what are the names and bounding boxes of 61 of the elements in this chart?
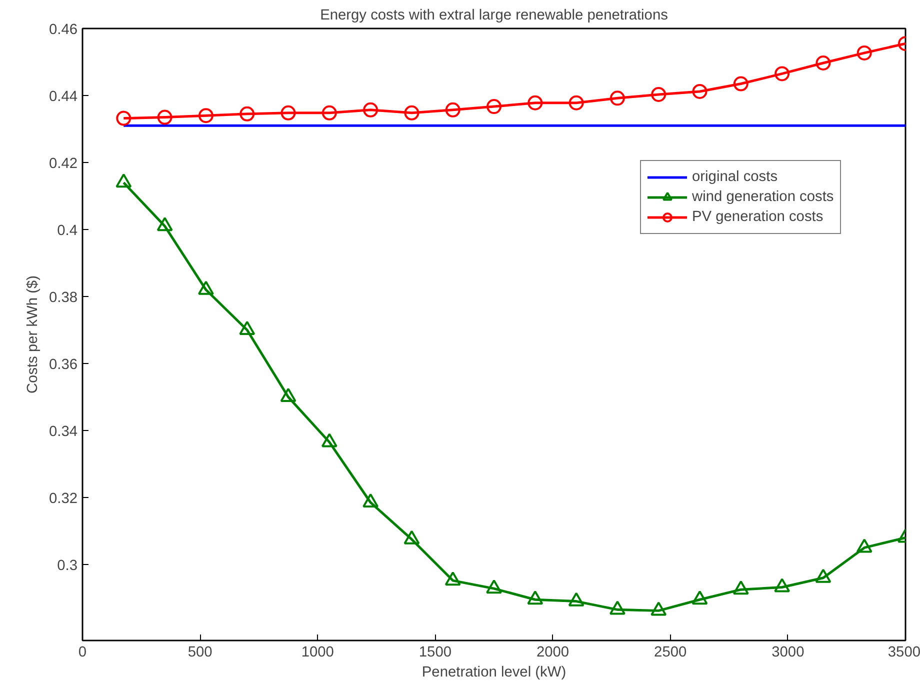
point	[444, 571, 461, 586]
point	[856, 538, 872, 553]
point	[486, 579, 502, 594]
x-tick-label: 3000	[772, 644, 804, 660]
legend-label: wind generation costs	[692, 189, 834, 205]
point	[528, 95, 543, 110]
x-tick-label: 0	[78, 644, 87, 660]
point	[239, 320, 256, 336]
point	[198, 280, 214, 295]
point	[280, 105, 296, 120]
point	[404, 105, 420, 120]
y-tick-label: 0.4	[57, 222, 78, 239]
point	[568, 95, 584, 110]
point	[816, 56, 831, 70]
x-axis-title: Penetration level (kW)	[422, 664, 566, 680]
point	[651, 87, 666, 102]
x-tick-label: 1000	[301, 644, 334, 660]
point	[486, 99, 502, 114]
x-tick-label: 2500	[654, 644, 687, 660]
x-tick-label: 3500	[888, 644, 920, 660]
y-tick-label: 0.36	[48, 356, 78, 373]
y-tick-label: 0.44	[48, 88, 78, 105]
x-tick-label: 1500	[418, 644, 452, 660]
point	[609, 600, 626, 615]
point	[774, 66, 790, 82]
point	[650, 602, 667, 616]
point	[733, 76, 748, 92]
point	[322, 105, 337, 120]
point	[321, 433, 338, 448]
y-tick-label: 0.42	[48, 156, 78, 172]
point	[692, 590, 708, 605]
point	[198, 108, 214, 124]
point	[527, 590, 544, 605]
point	[156, 217, 173, 232]
point	[116, 110, 132, 126]
legend-label: PV generation costs	[692, 209, 824, 225]
point	[815, 568, 832, 583]
point	[116, 174, 132, 188]
legend-label: original costs	[692, 169, 778, 185]
point	[856, 45, 872, 60]
point	[732, 580, 749, 595]
y-tick-label: 0.34	[48, 424, 78, 440]
x-tick-label: 2000	[536, 644, 570, 660]
y-tick-label: 0.3	[57, 558, 78, 574]
point	[568, 592, 584, 606]
point	[774, 578, 790, 592]
point	[280, 388, 296, 402]
point	[362, 493, 379, 508]
y-axis-title: Costs per kWh ($)	[24, 275, 41, 394]
chart-title: Energy costs with extral large renewable penetrations	[320, 8, 668, 24]
x-tick-label: 500	[188, 644, 212, 660]
y-tick-label: 0.46	[48, 22, 78, 38]
point	[610, 90, 625, 106]
y-tick-label: 0.38	[48, 290, 78, 306]
y-tick-label: 0.32	[48, 490, 78, 507]
point	[240, 106, 255, 122]
point	[404, 530, 420, 544]
point	[445, 102, 460, 118]
point	[692, 84, 708, 99]
point	[363, 102, 378, 118]
point	[157, 110, 172, 125]
